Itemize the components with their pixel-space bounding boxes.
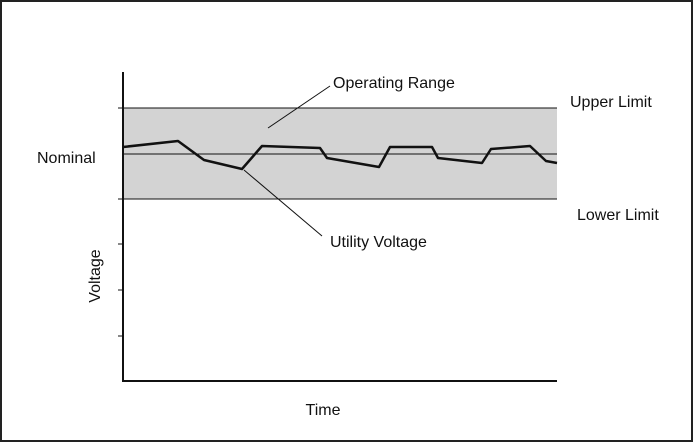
y-axis-label: Voltage [87,249,104,302]
operating-range-label: Operating Range [333,75,455,92]
utility-voltage-line [122,139,558,171]
upper-limit-label: Upper Limit [570,94,652,111]
operating-range-leader [267,85,331,129]
utility-voltage-leader [243,169,323,237]
y-axis-ticks [118,107,123,337]
utility-voltage-label: Utility Voltage [330,234,427,251]
lower-limit-label: Lower Limit [577,207,659,224]
nominal-label: Nominal [37,150,96,167]
x-axis-label: Time [306,402,341,419]
